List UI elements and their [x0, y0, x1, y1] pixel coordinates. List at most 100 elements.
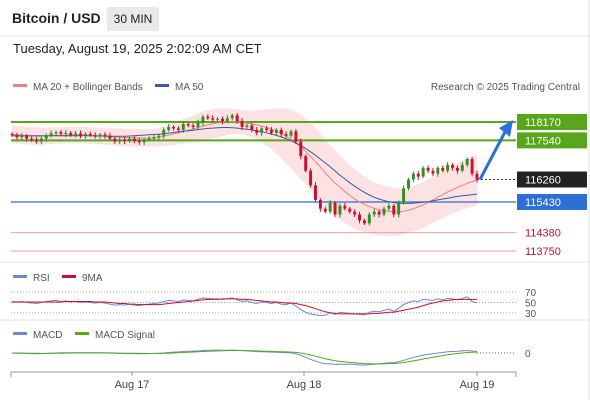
- candle: [343, 202, 347, 211]
- candle-body: [132, 138, 136, 141]
- candle-body: [83, 133, 87, 136]
- axis-label-1: Aug 18: [287, 379, 322, 391]
- candle: [265, 126, 268, 132]
- candle: [59, 129, 63, 137]
- copyright-credit: Research © 2025 Trading Central: [431, 82, 580, 93]
- ma20-legend-label: MA 20 + Bollinger Bands: [33, 82, 143, 93]
- candle-body: [64, 132, 68, 134]
- timeframe-badge[interactable]: 30 MIN: [107, 7, 159, 31]
- candle: [10, 132, 14, 137]
- candle: [446, 161, 450, 173]
- candle-body: [289, 131, 293, 136]
- candle-body: [44, 135, 48, 139]
- candle: [470, 156, 474, 177]
- candle-body: [274, 129, 278, 133]
- candle: [64, 129, 68, 138]
- candle-body: [426, 167, 430, 171]
- candle-body: [20, 135, 24, 138]
- candle-body: [304, 156, 308, 171]
- rsi-ma-line: [12, 298, 477, 315]
- candle-body: [402, 188, 406, 203]
- level-label-114380: 114380: [525, 228, 561, 240]
- candle-body: [416, 173, 420, 177]
- candle-body: [309, 170, 313, 186]
- candle: [132, 136, 136, 144]
- candle: [225, 115, 229, 123]
- candle-body: [421, 167, 425, 177]
- current-price-tag: [517, 171, 587, 188]
- candle: [221, 116, 224, 125]
- candle-body: [323, 208, 327, 212]
- candle: [255, 126, 259, 136]
- macd-line: [11, 349, 478, 366]
- macd-legend-label: MACD: [33, 330, 62, 341]
- candle: [269, 126, 273, 135]
- candle-body: [103, 134, 107, 136]
- candle-body: [279, 129, 283, 135]
- candle: [39, 136, 43, 145]
- rsi-legend-label: RSI: [33, 273, 50, 284]
- candle: [206, 114, 210, 120]
- forecast-arrow-shaft: [478, 131, 507, 181]
- candle-body: [221, 118, 224, 122]
- candle-body: [294, 131, 298, 142]
- candle-body: [15, 135, 19, 138]
- candle-body: [211, 118, 215, 120]
- candle: [358, 211, 361, 224]
- rsi-tick-50: 50: [525, 299, 537, 310]
- candle: [128, 136, 131, 143]
- candle-body: [451, 164, 454, 168]
- ma50-legend-swatch: [155, 84, 169, 87]
- candle-body: [455, 167, 459, 171]
- candle: [460, 161, 464, 173]
- candle-body: [235, 115, 239, 122]
- candle-body: [216, 118, 220, 120]
- candle-body: [407, 179, 410, 189]
- candle-body: [460, 164, 464, 171]
- price-levels: [11, 121, 516, 252]
- candle: [382, 206, 386, 217]
- candle-body: [358, 214, 361, 221]
- candle-body: [260, 128, 264, 133]
- candle: [245, 123, 249, 129]
- candle-body: [269, 129, 273, 133]
- candle-body: [446, 164, 450, 171]
- candle: [35, 137, 38, 144]
- candle-body: [191, 125, 195, 127]
- candle: [230, 113, 234, 121]
- candle-body: [123, 139, 127, 141]
- candle: [88, 131, 92, 137]
- candle-body: [162, 129, 166, 136]
- candle: [15, 132, 19, 140]
- candle: [455, 165, 459, 174]
- candle: [402, 185, 406, 205]
- candle: [328, 199, 332, 214]
- candle: [103, 132, 107, 139]
- candle: [353, 209, 357, 218]
- candle: [372, 208, 376, 218]
- candle: [318, 198, 322, 212]
- candle: [333, 201, 337, 218]
- ma50-legend-label: MA 50: [175, 82, 204, 93]
- candle-body: [108, 135, 112, 139]
- macd-panel: 0: [11, 349, 531, 366]
- candle: [113, 136, 117, 144]
- candle: [426, 165, 430, 173]
- macd-signal-legend-label: MACD Signal: [95, 330, 155, 341]
- candle-body: [206, 116, 210, 119]
- instrument-title: Bitcoin / USD: [12, 10, 101, 26]
- chart-header: Bitcoin / USD 30 MIN: [0, 0, 590, 36]
- candle: [181, 121, 185, 133]
- candle: [323, 206, 327, 214]
- candle-body: [25, 135, 29, 139]
- candle-body: [250, 125, 254, 130]
- candle: [436, 166, 440, 177]
- candle: [407, 177, 410, 191]
- candle: [108, 132, 112, 141]
- candle: [176, 126, 180, 133]
- report-datetime: Tuesday, August 19, 2025 2:02:09 AM CET: [13, 41, 262, 56]
- candle-body: [382, 208, 386, 215]
- candle-body: [353, 211, 357, 215]
- rsi-tick-30: 30: [525, 309, 537, 320]
